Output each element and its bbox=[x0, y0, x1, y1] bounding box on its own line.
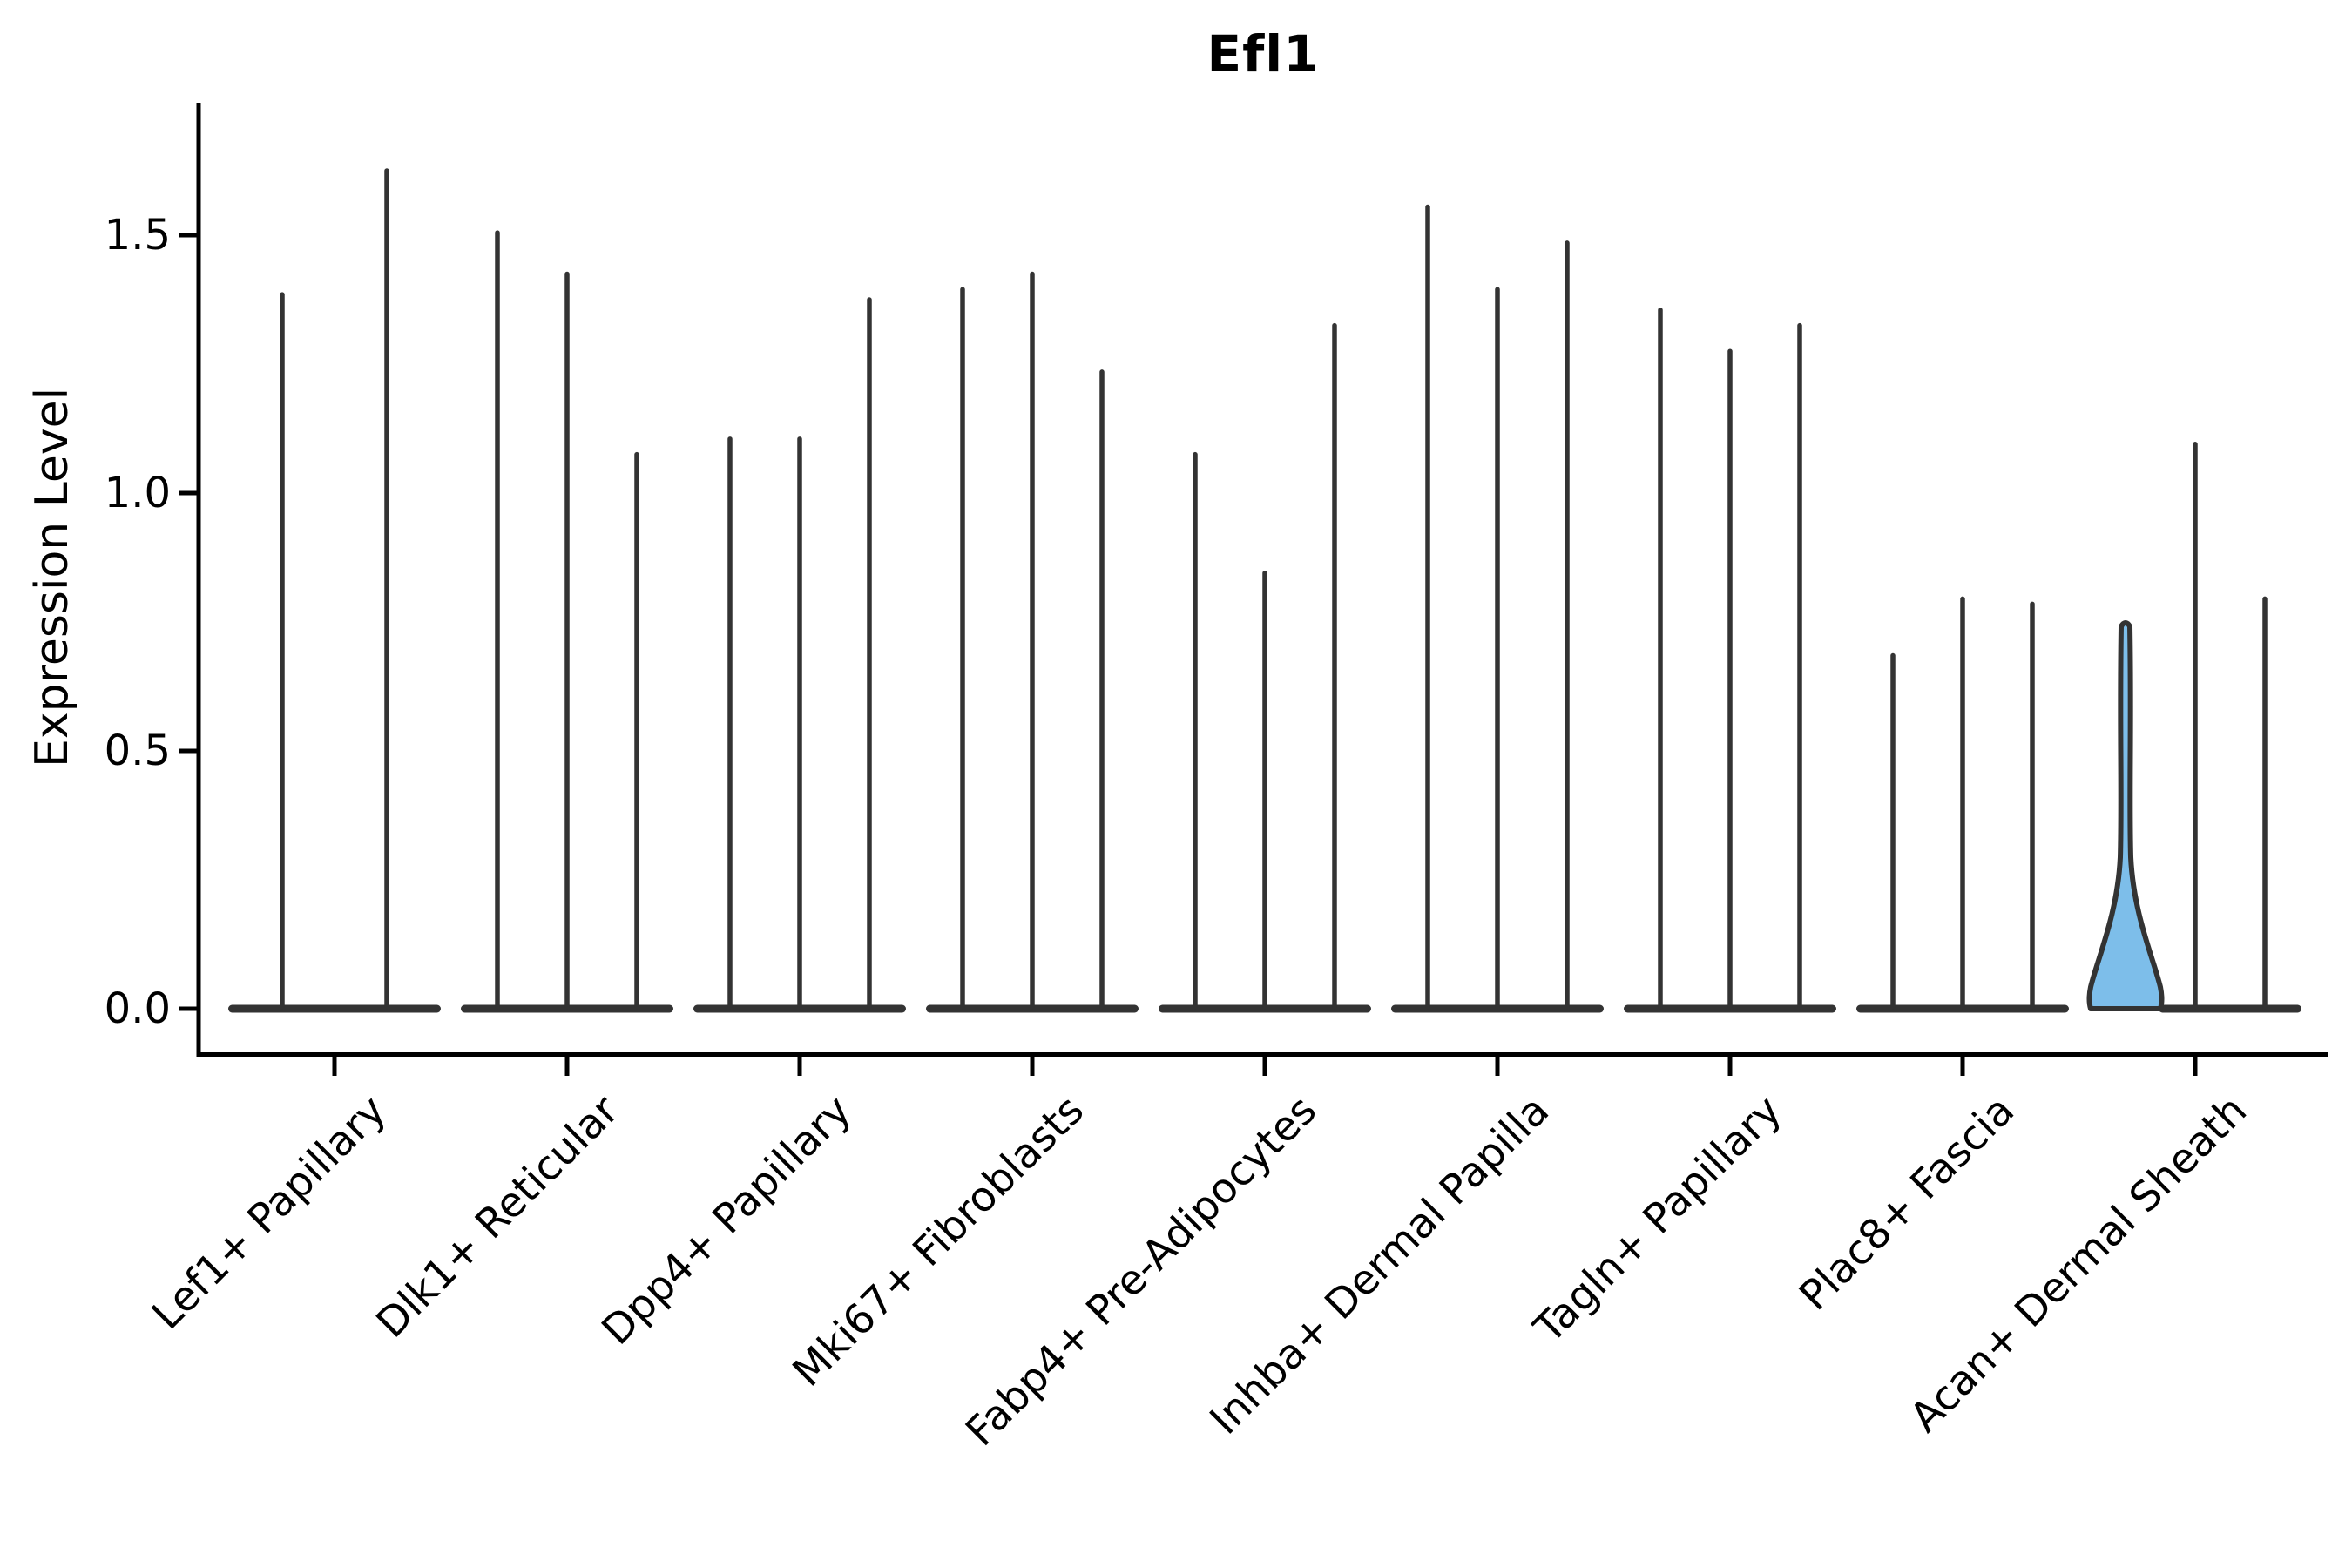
x-axis-spine bbox=[196, 1052, 2328, 1057]
x-category-label: Tagln+ Papillary bbox=[1524, 1086, 1791, 1353]
x-category-label: Dlk1+ Reticular bbox=[368, 1086, 629, 1348]
plot-title: Efl1 bbox=[1206, 24, 1320, 84]
x-category-label: Dpp4+ Papillary bbox=[592, 1086, 861, 1355]
y-tick-label: 0.0 bbox=[105, 984, 171, 1033]
x-category-label: Plac8+ Fascia bbox=[1790, 1086, 2024, 1320]
violin-base bbox=[228, 1004, 441, 1013]
y-tick-label: 1.0 bbox=[105, 469, 171, 517]
y-tick-label: 1.5 bbox=[105, 211, 171, 260]
violin-base bbox=[2159, 1004, 2301, 1013]
highlighted-violin bbox=[2086, 620, 2165, 1011]
y-axis-spine bbox=[196, 103, 201, 1057]
x-category-label: Lef1+ Papillary bbox=[143, 1086, 395, 1339]
y-tick-label: 0.5 bbox=[105, 727, 171, 775]
